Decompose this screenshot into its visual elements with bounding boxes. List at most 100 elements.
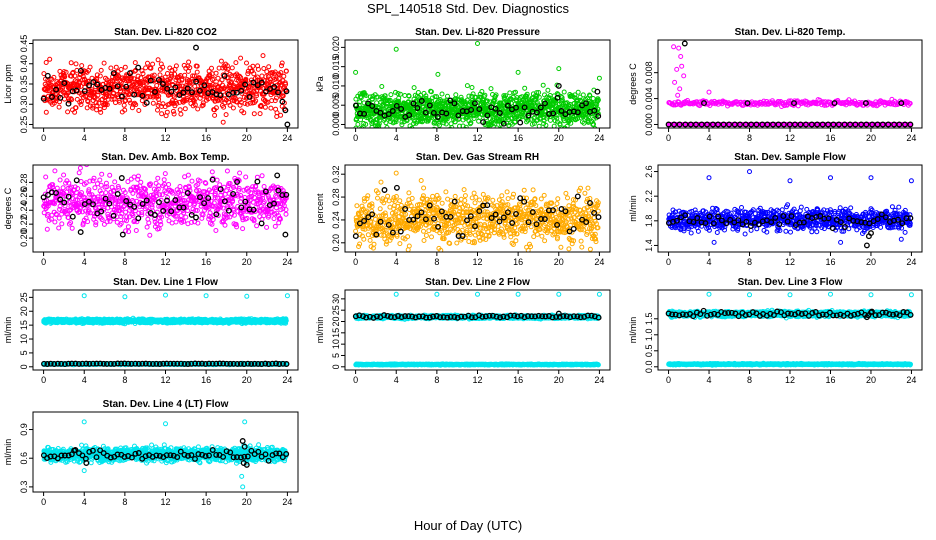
data-point bbox=[538, 216, 544, 222]
data-point bbox=[200, 102, 206, 108]
x-tick-label: 8 bbox=[434, 133, 439, 143]
data-point bbox=[227, 181, 233, 186]
y-tick-label: 0.015 bbox=[331, 55, 341, 78]
data-point bbox=[131, 203, 138, 210]
data-point bbox=[151, 212, 158, 218]
data-point bbox=[109, 96, 115, 102]
y-tick-label: 0.28 bbox=[19, 174, 29, 192]
data-point bbox=[281, 73, 287, 79]
data-point bbox=[73, 61, 79, 67]
data-point bbox=[538, 206, 544, 212]
data-point bbox=[484, 209, 490, 215]
data-point bbox=[368, 220, 374, 226]
data-point bbox=[492, 97, 498, 103]
data-point bbox=[164, 109, 170, 115]
data-point bbox=[209, 65, 214, 71]
data-point bbox=[231, 184, 236, 190]
data-point bbox=[437, 122, 442, 128]
data-point bbox=[710, 205, 716, 211]
data-point bbox=[748, 121, 755, 128]
y-tick-label: 0.30 bbox=[19, 95, 29, 113]
data-point bbox=[227, 102, 233, 108]
data-point bbox=[819, 121, 826, 128]
data-point bbox=[898, 100, 905, 107]
data-point bbox=[583, 100, 589, 107]
data-point bbox=[545, 228, 551, 234]
data-point bbox=[591, 209, 598, 216]
data-point bbox=[551, 123, 557, 128]
data-point bbox=[382, 210, 388, 216]
data-point bbox=[104, 102, 110, 108]
data-point bbox=[282, 107, 289, 114]
data-point bbox=[44, 72, 51, 79]
data-point bbox=[455, 112, 462, 119]
data-point bbox=[153, 190, 159, 196]
data-point bbox=[411, 85, 417, 91]
data-point bbox=[90, 79, 97, 86]
data-point bbox=[570, 225, 577, 232]
data-point bbox=[496, 110, 503, 116]
data-point bbox=[681, 40, 688, 47]
data-point bbox=[259, 173, 265, 179]
data-point bbox=[53, 212, 59, 218]
data-point bbox=[443, 110, 450, 117]
data-point bbox=[221, 198, 228, 205]
data-point bbox=[513, 238, 519, 244]
data-point bbox=[123, 228, 129, 234]
data-point bbox=[86, 187, 92, 193]
data-point bbox=[173, 63, 179, 69]
data-point bbox=[475, 41, 480, 46]
data-point bbox=[195, 106, 201, 112]
data-point bbox=[435, 71, 441, 77]
data-point bbox=[135, 173, 141, 179]
data-point bbox=[585, 196, 590, 202]
chart-panel-4: Stan. Dev. Amb. Box Temp.0 4 8 12 16 20 240.20… bbox=[3, 152, 299, 267]
data-point bbox=[172, 84, 179, 91]
data-point bbox=[411, 121, 417, 127]
data-point bbox=[145, 93, 151, 99]
data-point bbox=[465, 203, 471, 209]
x-tick-label: 24 bbox=[282, 133, 292, 143]
data-point bbox=[92, 95, 98, 101]
data-point bbox=[271, 216, 277, 222]
data-point bbox=[184, 85, 191, 92]
data-point bbox=[142, 88, 148, 94]
data-point bbox=[157, 192, 163, 198]
data-point bbox=[595, 225, 601, 231]
data-point bbox=[393, 89, 398, 95]
data-point bbox=[209, 176, 216, 183]
panel-title: Stan. Dev. Li-820 Temp. bbox=[735, 27, 846, 38]
data-point bbox=[283, 68, 289, 74]
data-point bbox=[458, 201, 464, 207]
data-point bbox=[178, 111, 184, 117]
y-tick-label: 0.25 bbox=[19, 116, 29, 134]
data-point bbox=[262, 188, 269, 195]
data-point bbox=[178, 188, 184, 193]
data-point bbox=[150, 100, 156, 106]
data-point bbox=[380, 98, 386, 104]
data-point bbox=[237, 170, 243, 176]
y-tick-label: 0.004 bbox=[644, 87, 654, 110]
data-point bbox=[480, 119, 487, 126]
data-point bbox=[197, 194, 203, 201]
data-point bbox=[410, 100, 417, 107]
data-point bbox=[194, 63, 200, 69]
data-point bbox=[180, 204, 187, 211]
data-point bbox=[74, 96, 80, 102]
data-point bbox=[907, 100, 913, 106]
series-hourly bbox=[40, 172, 290, 238]
data-point bbox=[780, 121, 787, 128]
data-point bbox=[398, 105, 405, 112]
data-point bbox=[352, 233, 359, 240]
data-point bbox=[554, 94, 561, 101]
data-point bbox=[84, 165, 90, 168]
data-point bbox=[135, 64, 142, 71]
data-point bbox=[584, 229, 590, 235]
data-point bbox=[236, 185, 242, 191]
data-point bbox=[148, 65, 154, 71]
data-point bbox=[435, 223, 442, 230]
data-point bbox=[537, 222, 543, 228]
data-point bbox=[255, 200, 261, 206]
data-point bbox=[261, 213, 267, 219]
